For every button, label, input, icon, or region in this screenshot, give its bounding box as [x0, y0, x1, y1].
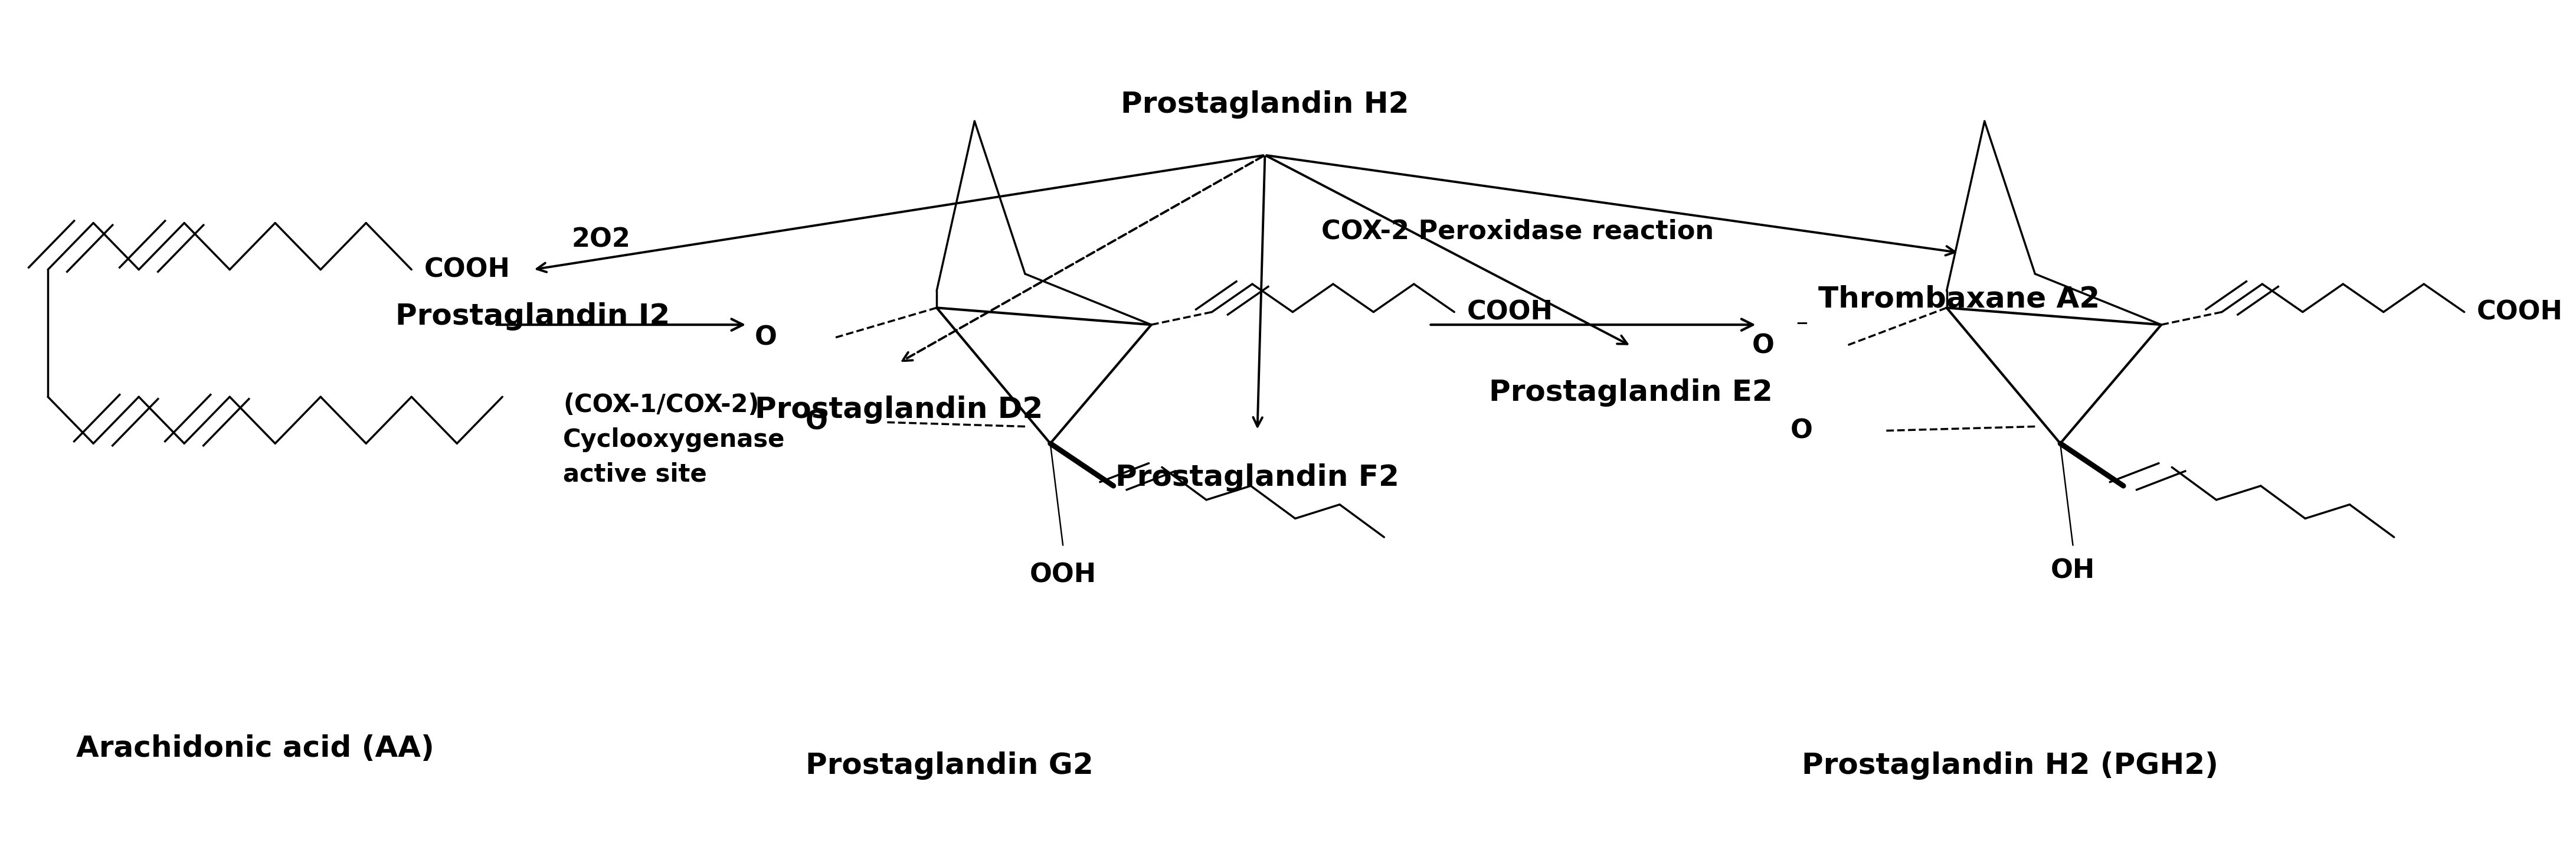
Text: Prostaglandin D2: Prostaglandin D2: [755, 396, 1043, 424]
Text: COOH: COOH: [425, 257, 510, 282]
Text: Prostaglandin G2: Prostaglandin G2: [806, 751, 1092, 780]
Text: O: O: [806, 409, 827, 435]
Text: OH: OH: [2050, 558, 2094, 583]
Text: Prostaglandin H2 (PGH2): Prostaglandin H2 (PGH2): [1801, 751, 2218, 780]
Text: O: O: [1752, 334, 1775, 358]
Text: COX-2 Peroxidase reaction: COX-2 Peroxidase reaction: [1321, 218, 1713, 244]
Text: COOH: COOH: [1466, 299, 1553, 325]
Text: (COX-1/COX-2)
Cyclooxygenase
active site: (COX-1/COX-2) Cyclooxygenase active site: [564, 392, 786, 486]
Text: OOH: OOH: [1030, 562, 1097, 588]
Text: O: O: [1790, 418, 1814, 444]
Text: Prostaglandin F2: Prostaglandin F2: [1115, 463, 1399, 491]
Text: ⁻: ⁻: [1795, 316, 1808, 341]
Text: Prostaglandin I2: Prostaglandin I2: [394, 302, 670, 330]
Text: COOH: COOH: [2478, 299, 2563, 325]
Text: Prostaglandin H2: Prostaglandin H2: [1121, 90, 1409, 119]
Text: O: O: [755, 325, 778, 350]
Text: Thrombaxane A2: Thrombaxane A2: [1819, 285, 2099, 313]
Text: Arachidonic acid (AA): Arachidonic acid (AA): [75, 734, 433, 763]
Text: Prostaglandin E2: Prostaglandin E2: [1489, 379, 1772, 407]
Text: 2O2: 2O2: [572, 227, 631, 252]
